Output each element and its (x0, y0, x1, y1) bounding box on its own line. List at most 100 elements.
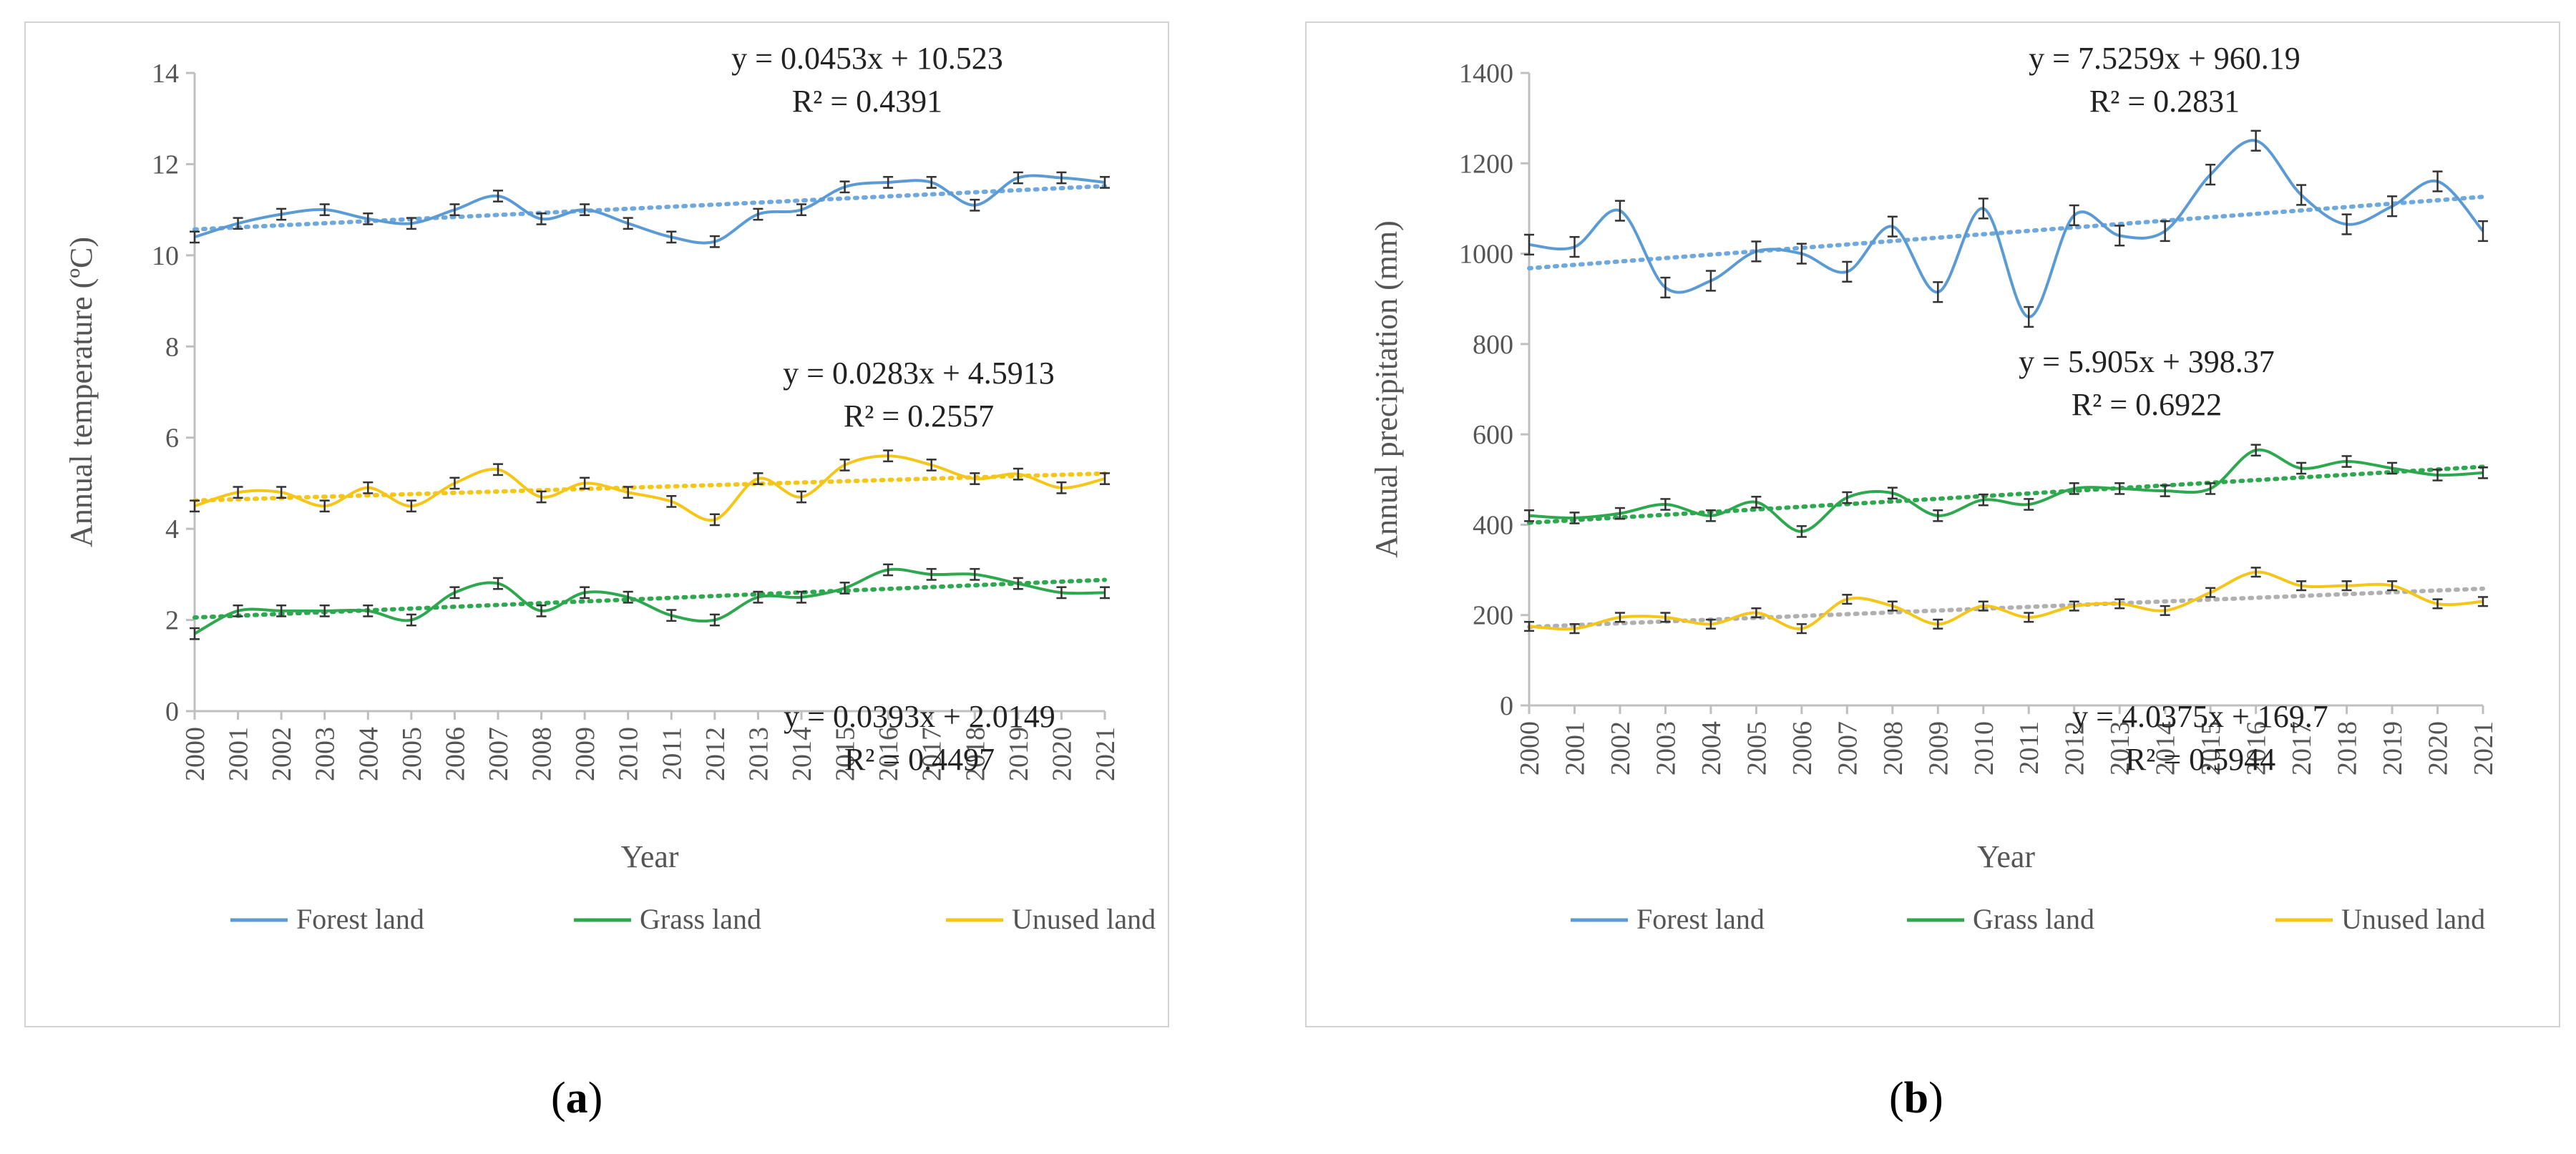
chart-b-x-tick-label: 2013 (2105, 721, 2135, 776)
chart-a-x-tick-label: 2007 (484, 727, 514, 781)
chart-a-y-axis-title: Annual temperature (ºC) (64, 237, 99, 547)
chart-b-grass-trendline (1527, 464, 2485, 525)
chart-a-unused-series-line (194, 454, 1106, 522)
chart-b-unused-equation: y = 4.0375x + 169.7 (2072, 699, 2328, 734)
chart-b-forest-r-squared: R² = 0.2831 (2089, 84, 2240, 119)
chart-a-x-tick-label: 2012 (701, 727, 731, 781)
chart-a-y-tick-label: 2 (165, 606, 179, 636)
chart-a-x-tick-label: 2006 (440, 727, 470, 781)
chart-a-x-tick-label: 2005 (397, 727, 427, 781)
chart-b-y-tick-label: 1000 (1459, 240, 1513, 270)
chart-b-grass-series-line (1528, 448, 2484, 533)
chart-b-x-tick-label: 2021 (2469, 721, 2499, 776)
chart-b-x-tick-label: 2012 (2060, 721, 2090, 776)
chart-a-forest-r-squared: R² = 0.4391 (792, 84, 942, 119)
chart-b-x-tick-label: 2007 (1833, 721, 1863, 776)
chart-a-x-tick-label: 2009 (570, 727, 600, 781)
panel-b-caption: (b) (1889, 1074, 1943, 1123)
chart-b-x-tick-label: 2017 (2287, 721, 2317, 776)
chart-b-y-tick-label: 800 (1473, 330, 1513, 360)
chart-a-x-tick-label: 2000 (180, 727, 210, 781)
chart-a-grass-series-line (194, 567, 1106, 635)
chart-b-unused-trendline (1527, 586, 2485, 630)
chart-b-x-tick-label: 2004 (1697, 721, 1727, 776)
chart-b-x-tick-label: 2009 (1923, 721, 1953, 776)
chart-a-x-tick-label: 2015 (831, 727, 861, 781)
chart-b-x-tick-label: 2019 (2378, 721, 2408, 776)
chart-a-grass-trendline (192, 577, 1107, 620)
chart-b-unused-r-squared: R² = 0.5944 (2125, 742, 2275, 777)
chart-a-y-tick-label: 0 (165, 697, 179, 727)
chart-b-grass-r-squared: R² = 0.6922 (2072, 387, 2222, 422)
chart-a-x-tick-label: 2010 (614, 727, 644, 781)
chart-b-x-tick-label: 2020 (2424, 721, 2454, 776)
panel-a-caption: (a) (551, 1074, 603, 1123)
chart-b-x-axis-title: Year (1977, 839, 2035, 874)
chart-a-unused-r-squared: R² = 0.2557 (844, 398, 994, 434)
chart-b-x-tick-label: 2001 (1560, 721, 1590, 776)
chart-b-x-tick-label: 2014 (2151, 721, 2181, 776)
chart-b-forest-trendline (1527, 195, 2485, 270)
panel-a-letter: a (565, 1074, 588, 1123)
chart-a-grass-equation: y = 0.0393x + 2.0149 (784, 699, 1055, 734)
chart-b-y-tick-label: 1200 (1459, 149, 1513, 179)
chart-b-unused-series-line (1528, 570, 2484, 631)
chart-a-x-tick-label: 2016 (874, 727, 904, 781)
chart-a-legend-label-unused: Unused land (1012, 903, 1156, 935)
chart-b-y-tick-label: 0 (1500, 691, 1513, 721)
chart-a-legend-label-grass: Grass land (640, 903, 761, 935)
chart-b-x-tick-label: 2015 (2196, 721, 2226, 776)
chart-b-forest-equation: y = 7.5259x + 960.19 (2029, 41, 2301, 76)
panel-b-frame (1305, 21, 2560, 1027)
chart-b-x-tick-label: 2008 (1878, 721, 1908, 776)
chart-a-y-tick-label: 8 (165, 332, 179, 362)
chart-a-x-tick-label: 2019 (1004, 727, 1034, 781)
chart-a-x-tick-label: 2020 (1047, 727, 1077, 781)
chart-b-grass-equation: y = 5.905x + 398.37 (2019, 344, 2275, 379)
chart-a-x-tick-label: 2014 (787, 727, 817, 781)
chart-a-x-tick-label: 2018 (960, 727, 990, 781)
chart-b-x-tick-label: 2000 (1515, 721, 1545, 776)
panel-a-frame (24, 21, 1169, 1027)
chart-b-x-tick-label: 2006 (1787, 721, 1818, 776)
chart-a-x-tick-label: 2001 (224, 727, 254, 781)
chart-a-forest-series-line (194, 174, 1106, 245)
chart-a-forest-trendline (192, 184, 1107, 232)
chart-b-legend-label-forest: Forest land (1636, 903, 1765, 935)
chart-b-x-tick-label: 2011 (2014, 721, 2044, 775)
chart-a-unused-trendline (192, 471, 1107, 503)
chart-b-legend-label-unused: Unused land (2341, 903, 2485, 935)
chart-b-y-axis-title: Annual precipitation (mm) (1369, 220, 1404, 558)
chart-a-x-tick-label: 2011 (657, 727, 687, 781)
chart-a-x-axis-title: Year (620, 839, 678, 874)
chart-b-y-tick-label: 600 (1473, 420, 1513, 450)
chart-a-unused-equation: y = 0.0283x + 4.5913 (783, 356, 1055, 391)
chart-b-x-tick-label: 2018 (2333, 721, 2363, 776)
chart-a-y-tick-label: 6 (165, 424, 179, 454)
chart-a-x-tick-label: 2021 (1091, 727, 1121, 781)
chart-a-x-tick-label: 2008 (527, 727, 557, 781)
chart-b-x-tick-label: 2016 (2242, 721, 2272, 776)
chart-a-x-tick-label: 2003 (311, 727, 341, 781)
chart-b-forest-series-line (1528, 139, 2484, 318)
chart-b-x-tick-label: 2005 (1742, 721, 1772, 776)
chart-b-y-tick-label: 400 (1473, 510, 1513, 540)
chart-a-grass-r-squared: R² = 0.4497 (844, 742, 995, 777)
chart-b-x-tick-label: 2010 (1969, 721, 1999, 776)
chart-a-x-tick-label: 2002 (267, 727, 297, 781)
chart-a-y-tick-label: 12 (152, 150, 179, 180)
chart-a-x-tick-label: 2013 (743, 727, 774, 781)
chart-b-y-tick-label: 1400 (1459, 59, 1513, 89)
chart-b-x-tick-label: 2002 (1606, 721, 1636, 776)
chart-a-y-tick-label: 4 (165, 514, 179, 544)
chart-a-x-tick-label: 2004 (353, 727, 384, 781)
chart-a-legend-label-forest: Forest land (296, 903, 424, 935)
chart-a-y-tick-label: 14 (152, 59, 179, 89)
chart-a-y-tick-label: 10 (152, 241, 179, 271)
chart-b-legend-label-grass: Grass land (1973, 903, 2094, 935)
chart-a-x-tick-label: 2017 (917, 727, 947, 781)
chart-b-y-tick-label: 200 (1473, 601, 1513, 631)
chart-b-x-tick-label: 2003 (1651, 721, 1681, 776)
chart-a-forest-equation: y = 0.0453x + 10.523 (731, 41, 1003, 76)
